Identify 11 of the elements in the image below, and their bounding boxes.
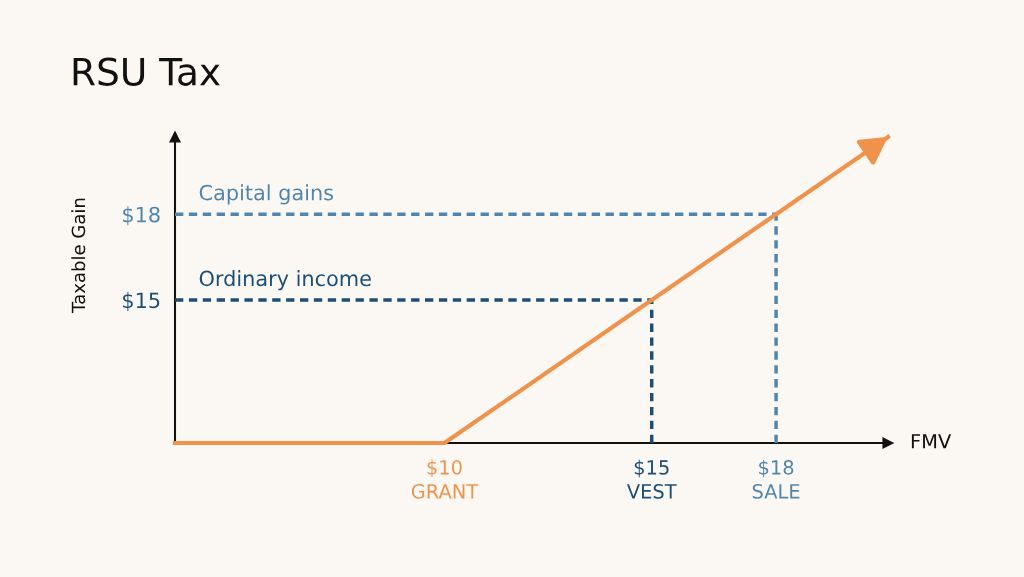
ref-line-label: Capital gains <box>199 184 334 205</box>
y-tick-label: $15 <box>123 292 160 311</box>
chart-title: RSU Tax <box>73 57 220 86</box>
y-axis-title: Taxable Gain <box>71 198 86 313</box>
ref-line-label: Ordinary income <box>199 270 371 291</box>
x-axis-title: FMV <box>911 434 952 449</box>
line-series <box>172 134 891 446</box>
x-tick-label: $15 VEST <box>626 459 677 499</box>
x-tick-label: $18 SALE <box>752 459 800 499</box>
x-tick-label: $10 GRANT <box>411 459 479 499</box>
y-tick-label: $18 <box>123 206 160 226</box>
